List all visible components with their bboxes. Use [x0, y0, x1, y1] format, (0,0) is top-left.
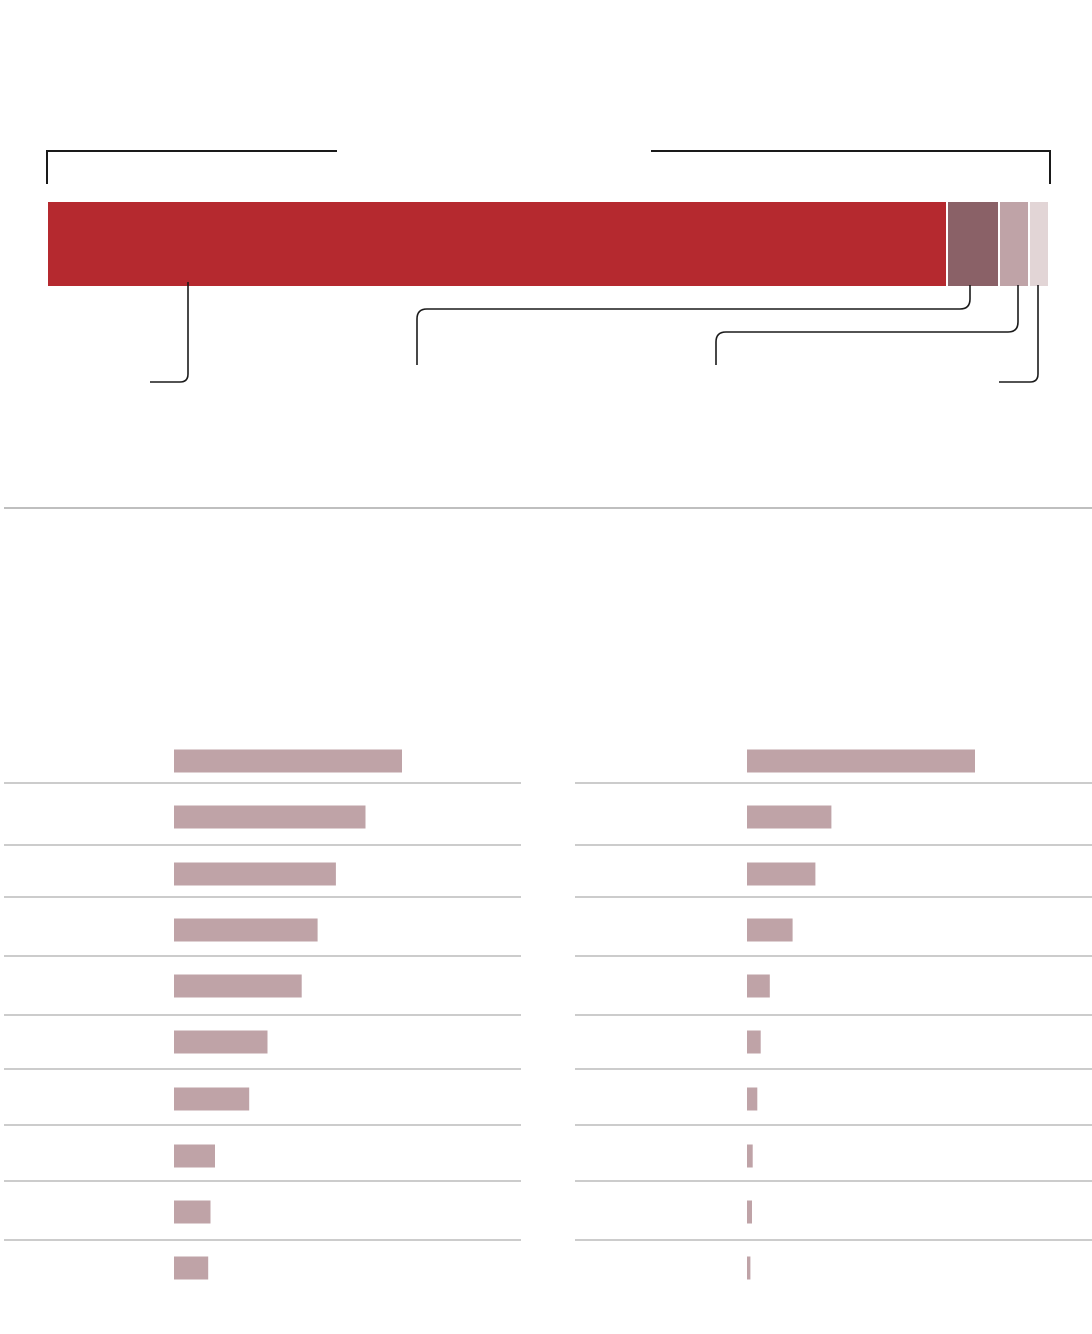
right-bar-5 — [747, 974, 770, 998]
left-bar-1 — [174, 749, 402, 773]
leader-lines — [150, 282, 1039, 383]
right-bar-3 — [747, 862, 816, 886]
left-bar-3 — [174, 862, 336, 886]
leader-line-segment-2 — [416, 285, 971, 365]
top-bracket — [46, 150, 1051, 184]
stacked-segment-2 — [948, 202, 998, 286]
leader-line-segment-4 — [999, 285, 1039, 383]
stacked-segment-1 — [48, 202, 946, 286]
left-bar-8 — [174, 1144, 215, 1168]
stacked-segment-4 — [1030, 202, 1048, 286]
left-bracket-line — [46, 150, 337, 184]
right-bar-1 — [747, 749, 975, 773]
leader-line-segment-1 — [150, 282, 189, 383]
right-bar-8 — [747, 1144, 753, 1168]
right-bar-2 — [747, 805, 832, 829]
left-bar-chart — [4, 749, 521, 1280]
right-bar-6 — [747, 1030, 761, 1054]
right-bar-7 — [747, 1087, 758, 1111]
stacked-bar — [48, 202, 1048, 286]
left-bar-7 — [174, 1087, 250, 1111]
left-bar-6 — [174, 1030, 268, 1054]
leader-line-segment-3 — [715, 285, 1019, 365]
left-bar-9 — [174, 1200, 211, 1224]
left-bar-5 — [174, 974, 302, 998]
right-bar-10 — [747, 1256, 751, 1280]
right-bracket-line — [651, 150, 1051, 184]
left-bar-2 — [174, 805, 366, 829]
left-bar-4 — [174, 918, 318, 942]
right-bar-9 — [747, 1200, 752, 1224]
stacked-segment-3 — [1000, 202, 1028, 286]
left-bar-10 — [174, 1256, 209, 1280]
right-bar-chart — [575, 749, 1092, 1280]
right-bar-4 — [747, 918, 793, 942]
